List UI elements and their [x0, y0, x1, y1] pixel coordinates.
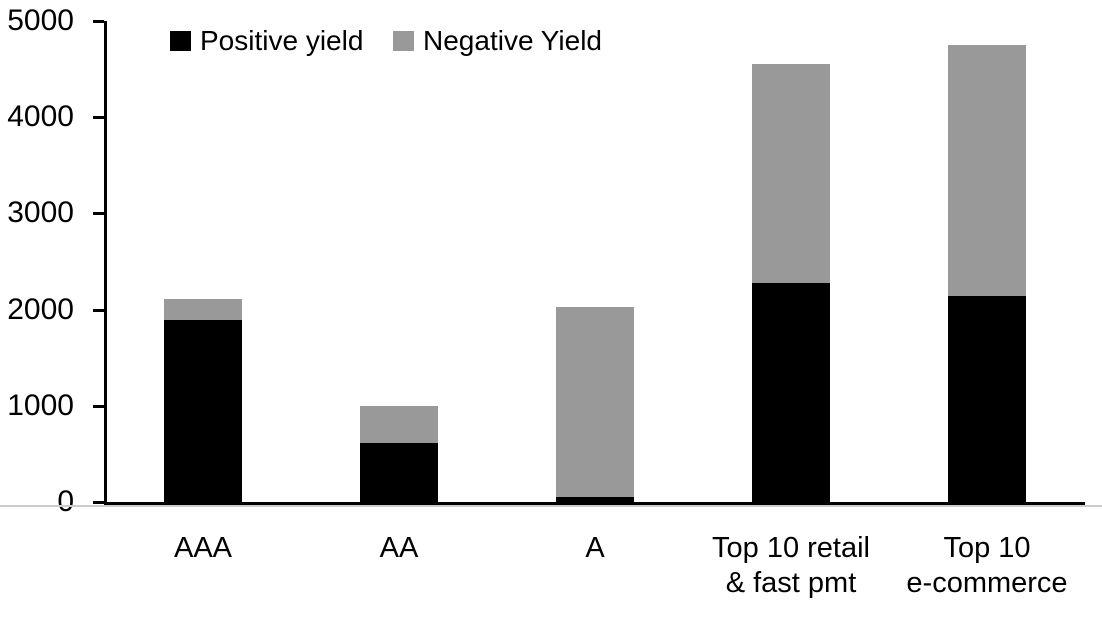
bar-segment-negative-yield [556, 306, 634, 498]
bar-segment-negative-yield [164, 299, 242, 321]
bar-segment-positive-yield [360, 443, 438, 502]
y-tick-label-2000: 2000 [7, 292, 74, 326]
y-tick-mark-2000 [93, 308, 104, 312]
x-category-label-line: Top 10 [943, 532, 1031, 564]
x-category-label: Top 10 retail & fast pmt [693, 531, 889, 601]
x-category-label-line: AA [379, 532, 419, 564]
bar-top-10 [948, 45, 1026, 502]
y-tick-label-5000: 5000 [7, 4, 74, 37]
y-tick-label-4000: 4000 [7, 100, 74, 134]
positive-yield-swatch-icon [170, 31, 191, 51]
y-tick-mark-1000 [93, 404, 104, 408]
bar-segment-negative-yield [752, 64, 830, 283]
y-tick-label-3000: 3000 [7, 196, 74, 230]
bar-a [556, 306, 634, 502]
x-category-label: A [497, 531, 693, 566]
x-category-label-line: e-commerce [906, 567, 1068, 599]
bar-aaa [164, 299, 242, 502]
bar-segment-negative-yield [948, 45, 1026, 297]
x-category-label-line: & fast pmt [725, 567, 857, 599]
bar-segment-negative-yield [360, 405, 438, 444]
x-category-label-line: A [585, 532, 605, 564]
bar-aa [360, 405, 438, 502]
bar-segment-positive-yield [752, 282, 830, 502]
y-tick-label-0: 0 [57, 485, 74, 518]
x-category-label-line: Top 10 retail [712, 532, 870, 564]
y-tick-mark-5000 [93, 20, 104, 23]
bar-top-10-retail [752, 64, 830, 502]
negative-yield-swatch-icon [393, 31, 414, 51]
legend-item-negative-yield: Negative Yield [393, 25, 602, 57]
y-tick-mark-3000 [93, 212, 104, 216]
y-tick-mark-4000 [93, 116, 104, 120]
x-category-label: Top 10 e-commerce [889, 531, 1085, 601]
x-category-label: AA [301, 531, 497, 566]
y-tick-mark-0 [93, 501, 104, 504]
x-category-label-line: AAA [173, 532, 233, 564]
bar-segment-positive-yield [164, 320, 242, 502]
legend-label-negative-yield: Negative Yield [423, 25, 603, 56]
bar-segment-positive-yield [556, 497, 634, 502]
legend-label-positive-yield: Positive yield [200, 25, 364, 56]
y-tick-label-1000: 1000 [7, 388, 74, 422]
baseline-shadow-line [0, 505, 1102, 507]
x-axis-line [104, 502, 1085, 505]
bar-segment-positive-yield [948, 296, 1026, 502]
x-category-label: AAA [105, 531, 301, 566]
legend-item-positive-yield: Positive yield [170, 25, 363, 57]
y-axis-line [104, 21, 107, 505]
